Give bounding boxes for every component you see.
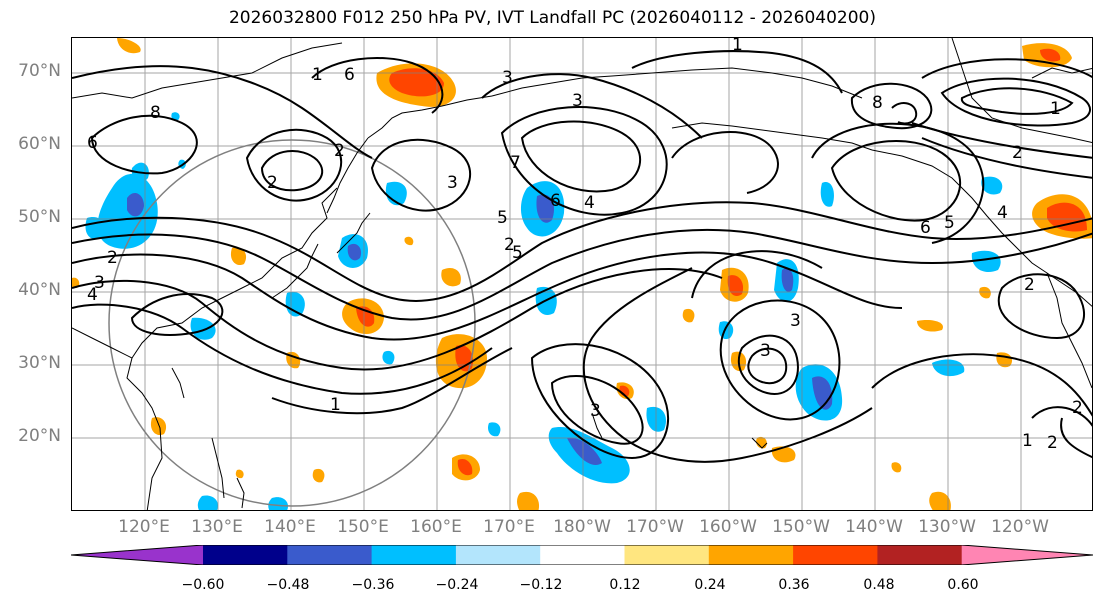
contour-label: 2 xyxy=(504,235,515,255)
colorbar-segment xyxy=(624,545,710,565)
latitude-label: 60°N xyxy=(18,134,61,154)
longitude-label: 170°E xyxy=(483,517,535,537)
map-canvas: 1 6 8 3 2 7 6 2 3 4 5 2 3 1 5 3 4 6 5 2 … xyxy=(72,38,1092,510)
colorbar-tick-label: 0.60 xyxy=(947,577,979,593)
contour-label: 2 xyxy=(267,173,278,193)
longitude-label: 180°W xyxy=(553,517,611,537)
colorbar-segment xyxy=(455,545,541,565)
longitude-label: 140°E xyxy=(264,517,316,537)
contour-label: 1 xyxy=(330,395,341,415)
contour-label: 4 xyxy=(584,193,595,213)
contour-label: 1 xyxy=(1050,99,1061,119)
latitude-label: 40°N xyxy=(18,280,61,300)
contour-label: 6 xyxy=(87,133,98,153)
contour-label: 5 xyxy=(944,213,955,233)
longitude-label: 120°E xyxy=(118,517,170,537)
contour-label: 6 xyxy=(920,218,931,238)
colorbar-segment xyxy=(287,545,373,565)
colorbar-tick-label: −0.60 xyxy=(181,577,225,593)
longitude-label: 120°W xyxy=(991,517,1049,537)
colorbar-segment xyxy=(371,545,457,565)
map-title: 2026032800 F012 250 hPa PV, IVT Landfall… xyxy=(228,8,876,28)
contour-label: 4 xyxy=(997,203,1008,223)
colorbar-tick-label: −0.12 xyxy=(519,577,563,593)
contour-label: 3 xyxy=(447,173,458,193)
contour-label: 3 xyxy=(502,68,513,88)
colorbar-tick-label: 0.12 xyxy=(609,577,641,593)
region-circle xyxy=(108,139,476,507)
contour-label: 7 xyxy=(510,153,521,173)
contour-label: 3 xyxy=(760,341,771,361)
longitude-label: 130°E xyxy=(191,517,243,537)
contour-label: 6 xyxy=(344,65,355,85)
colorbar xyxy=(71,545,1093,565)
map-panel: 1 6 8 3 2 7 6 2 3 4 5 2 3 1 5 3 4 6 5 2 … xyxy=(71,37,1093,511)
contour-label: 1 xyxy=(1022,431,1033,451)
longitude-label: 160°W xyxy=(699,517,757,537)
colorbar-segment xyxy=(708,545,794,565)
colorbar-segment xyxy=(877,545,963,565)
longitude-label: 150°E xyxy=(337,517,389,537)
contour-label: 1 xyxy=(732,38,743,55)
longitude-label: 150°W xyxy=(772,517,830,537)
contour-label: 3 xyxy=(94,273,105,293)
colorbar-segment xyxy=(71,545,203,565)
pv-contours xyxy=(72,50,1092,463)
latitude-label: 30°N xyxy=(18,353,61,373)
longitude-label: 160°E xyxy=(410,517,462,537)
colorbar-tick-label: 0.36 xyxy=(778,577,810,593)
contour-label: 2 xyxy=(1047,433,1058,453)
contour-label: 3 xyxy=(590,401,601,421)
colorbar-tick-label: −0.36 xyxy=(351,577,395,593)
contour-label: 4 xyxy=(87,285,98,305)
contour-label: 6 xyxy=(550,191,561,211)
colorbar-tick-label: 0.24 xyxy=(694,577,726,593)
colorbar-segment xyxy=(793,545,878,565)
latitude-label: 20°N xyxy=(18,426,61,446)
contour-label: 8 xyxy=(872,93,883,113)
contour-label: 3 xyxy=(572,91,583,111)
longitude-label: 130°W xyxy=(918,517,976,537)
colorbar-tick-label: −0.48 xyxy=(266,577,310,593)
colorbar-tick-label: −0.24 xyxy=(435,577,479,593)
latitude-label: 70°N xyxy=(18,61,61,81)
positive-shading xyxy=(72,38,1092,510)
contour-label: 2 xyxy=(1024,275,1035,295)
contour-label: 2 xyxy=(334,141,345,161)
latitude-label: 50°N xyxy=(18,207,61,227)
colorbar-segment xyxy=(203,545,288,565)
colorbar-segment xyxy=(961,545,1093,565)
contour-label: 1 xyxy=(312,65,323,85)
coastlines xyxy=(72,38,1092,510)
longitude-label: 140°W xyxy=(845,517,903,537)
contour-label: 2 xyxy=(1012,143,1023,163)
contour-label: 2 xyxy=(107,248,118,268)
colorbar-segment xyxy=(540,545,625,565)
contour-labels: 1 6 8 3 2 7 6 2 3 4 5 2 3 1 5 3 4 6 5 2 … xyxy=(87,38,1083,453)
longitude-label: 170°W xyxy=(626,517,684,537)
colorbar-tick-label: 0.48 xyxy=(863,577,895,593)
contour-label: 8 xyxy=(150,103,161,123)
contour-label: 3 xyxy=(790,311,801,331)
contour-label: 5 xyxy=(497,208,508,228)
contour-label: 2 xyxy=(1072,398,1083,418)
contour-label: 5 xyxy=(512,243,523,263)
